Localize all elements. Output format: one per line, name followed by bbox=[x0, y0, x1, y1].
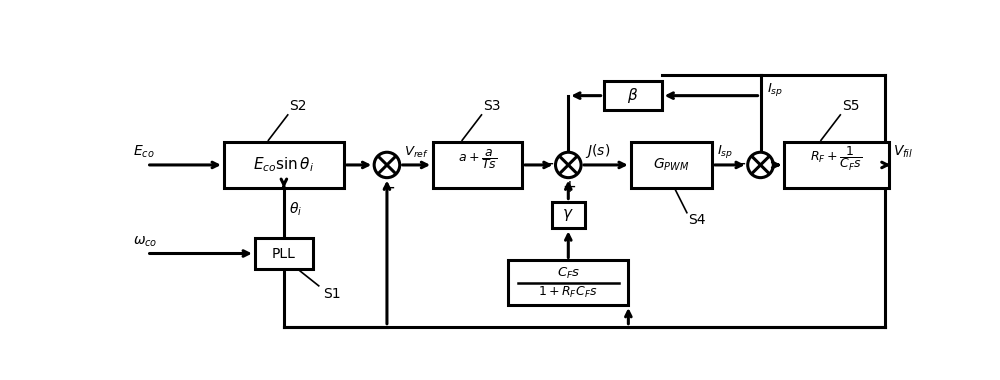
FancyBboxPatch shape bbox=[255, 238, 313, 269]
Text: $\theta_i$: $\theta_i$ bbox=[289, 201, 302, 218]
Circle shape bbox=[374, 152, 400, 178]
Text: $1+R_FC_Fs$: $1+R_FC_Fs$ bbox=[538, 285, 598, 300]
Text: $E_{co}\sin\theta_i$: $E_{co}\sin\theta_i$ bbox=[253, 155, 314, 174]
Text: $-$: $-$ bbox=[540, 154, 554, 172]
Text: $a+\dfrac{a}{Ts}$: $a+\dfrac{a}{Ts}$ bbox=[458, 147, 497, 171]
Text: $J(s)$: $J(s)$ bbox=[585, 142, 611, 160]
Text: $\beta$: $\beta$ bbox=[627, 86, 638, 105]
Text: S1: S1 bbox=[323, 287, 340, 301]
Text: $C_Fs$: $C_Fs$ bbox=[557, 266, 580, 281]
FancyBboxPatch shape bbox=[433, 142, 522, 188]
FancyBboxPatch shape bbox=[224, 142, 344, 188]
Text: $V_{fil}$: $V_{fil}$ bbox=[893, 144, 913, 160]
Text: S4: S4 bbox=[688, 214, 706, 228]
Text: S5: S5 bbox=[842, 99, 859, 113]
Circle shape bbox=[748, 152, 773, 178]
Text: PLL: PLL bbox=[272, 247, 296, 261]
Text: $V_{ref}$: $V_{ref}$ bbox=[404, 144, 429, 160]
Text: S2: S2 bbox=[289, 99, 307, 113]
Text: $R_F+\dfrac{1}{C_Fs}$: $R_F+\dfrac{1}{C_Fs}$ bbox=[810, 145, 862, 173]
Circle shape bbox=[556, 152, 581, 178]
Text: $+$: $+$ bbox=[562, 177, 576, 196]
FancyBboxPatch shape bbox=[508, 260, 628, 305]
FancyBboxPatch shape bbox=[604, 81, 662, 110]
Text: $G_{PWM}$: $G_{PWM}$ bbox=[653, 157, 690, 173]
Text: $-$: $-$ bbox=[732, 154, 746, 172]
Text: $-$: $-$ bbox=[381, 177, 395, 196]
FancyBboxPatch shape bbox=[552, 201, 585, 228]
Text: $I_{sp}$: $I_{sp}$ bbox=[717, 142, 733, 160]
Text: $I_{sp}$: $I_{sp}$ bbox=[767, 81, 783, 98]
Text: $\omega_{co}$: $\omega_{co}$ bbox=[133, 234, 157, 249]
Text: S3: S3 bbox=[483, 99, 501, 113]
FancyBboxPatch shape bbox=[631, 142, 712, 188]
Text: $\gamma$: $\gamma$ bbox=[562, 207, 574, 223]
Text: $E_{co}$: $E_{co}$ bbox=[133, 144, 154, 160]
FancyBboxPatch shape bbox=[784, 142, 889, 188]
